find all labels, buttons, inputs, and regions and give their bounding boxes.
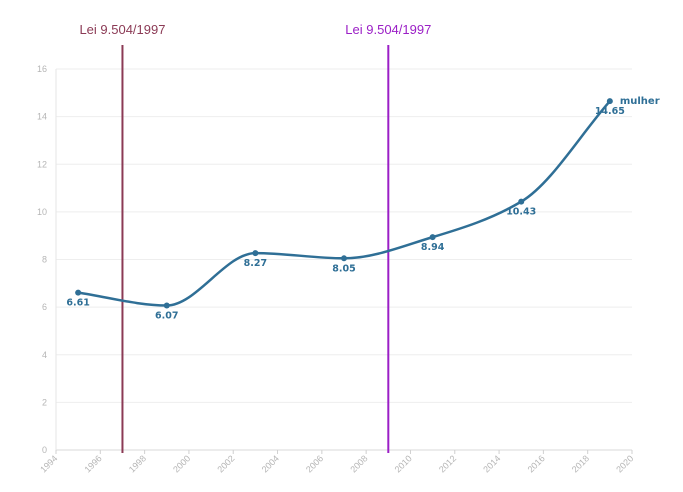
annotation-lines: Lei 9.504/1997 Lei 9.504/1997 [79,22,431,453]
x-tick-label: 1996 [82,453,103,474]
y-tick-label: 10 [37,207,47,217]
y-tick-label: 12 [37,159,47,169]
data-label: 14.65 [595,106,625,117]
annotation-label: Lei 9.504/1997 [345,22,431,37]
x-tick-label: 2000 [171,453,192,474]
y-tick-label: 16 [37,64,47,74]
x-tick-label: 2014 [481,453,502,474]
y-tick-label: 8 [42,255,47,265]
x-tick-label: 2006 [304,453,325,474]
data-point[interactable] [163,302,170,309]
data-point[interactable] [429,234,436,241]
x-tick-label: 2008 [348,453,369,474]
y-tick-label: 2 [42,397,47,407]
y-tick-label: 6 [42,302,47,312]
x-tick-label: 1998 [127,453,148,474]
y-tick-label: 14 [37,112,47,122]
data-point[interactable] [341,255,347,262]
data-label: 6.61 [66,298,89,309]
data-point[interactable] [75,289,82,296]
x-tick-label: 2004 [260,453,281,474]
y-axis-ticks: 0 2 4 6 8 10 12 14 16 [37,64,47,455]
y-tick-label: 4 [42,350,47,360]
x-tick-label: 2020 [614,453,635,474]
series-label: mulher [620,96,660,107]
x-tick-label: 2010 [393,453,414,474]
data-label: 8.27 [244,258,267,269]
series-line [76,99,612,307]
data-label: 8.05 [332,263,355,274]
y-tick-label: 0 [42,445,47,455]
gridlines [55,68,633,454]
x-tick-label: 2002 [215,453,236,474]
x-tick-label: 2012 [437,453,458,474]
x-tick-label: 2016 [526,453,547,474]
data-label: 6.07 [155,310,178,321]
data-label: 8.94 [421,242,445,253]
data-point[interactable] [252,250,259,257]
data-point[interactable] [518,198,525,205]
data-point[interactable] [606,98,613,105]
annotation-label: Lei 9.504/1997 [79,22,165,37]
data-label: 10.43 [506,207,536,218]
x-tick-label: 2018 [570,453,591,474]
x-axis-ticks: 1994 1996 1998 2000 2002 2004 2006 2008 2010 2012… [38,453,635,474]
x-tick-label: 1994 [38,453,59,474]
